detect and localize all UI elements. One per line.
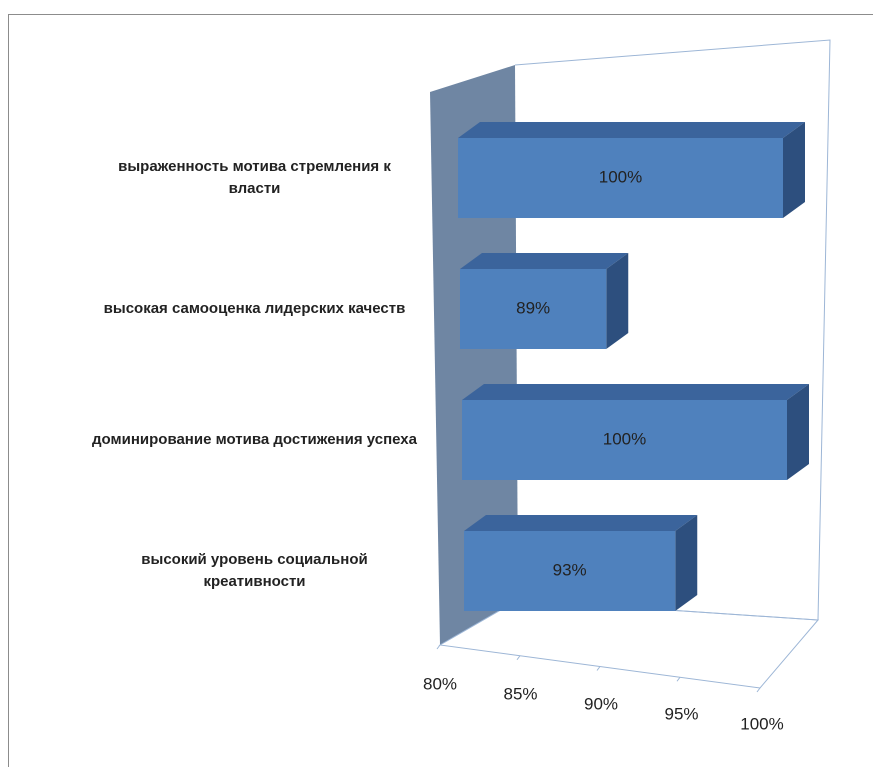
bar — [458, 138, 783, 218]
value-label: 89% — [516, 298, 550, 317]
chart-border — [8, 14, 873, 767]
category-label: выраженность мотива стремления к власти — [118, 158, 391, 197]
bar-top — [462, 384, 809, 400]
x-tick-label: 90% — [584, 694, 618, 713]
x-tick-mark — [436, 644, 441, 650]
bar-top — [460, 253, 629, 269]
bar-top — [464, 515, 698, 531]
value-label: 93% — [553, 560, 587, 579]
category-label: доминирование мотива достижения успеха — [92, 431, 417, 448]
x-tick-mark — [756, 687, 761, 693]
x-tick-mark — [596, 666, 601, 671]
bar — [464, 531, 676, 611]
bar — [462, 400, 787, 480]
category-label: высокая самооценка лидерских качеств — [103, 300, 406, 317]
x-tick-label: 85% — [503, 684, 537, 703]
category-label: высокий уровень социальной креативности — [141, 551, 368, 590]
x-tick-mark — [676, 676, 681, 682]
bar — [460, 269, 607, 349]
floor — [438, 599, 820, 689]
x-tick-label: 80% — [423, 674, 457, 693]
x-tick-label: 95% — [664, 704, 698, 723]
bar-side — [783, 122, 805, 218]
bar-side — [675, 515, 698, 611]
x-tick-mark — [516, 655, 521, 661]
bar-top — [458, 122, 805, 138]
bar-side — [606, 253, 629, 349]
value-label: 100% — [603, 429, 646, 448]
value-label: 100% — [599, 167, 642, 186]
bar-side — [787, 384, 809, 480]
x-tick-label: 100% — [740, 714, 783, 733]
